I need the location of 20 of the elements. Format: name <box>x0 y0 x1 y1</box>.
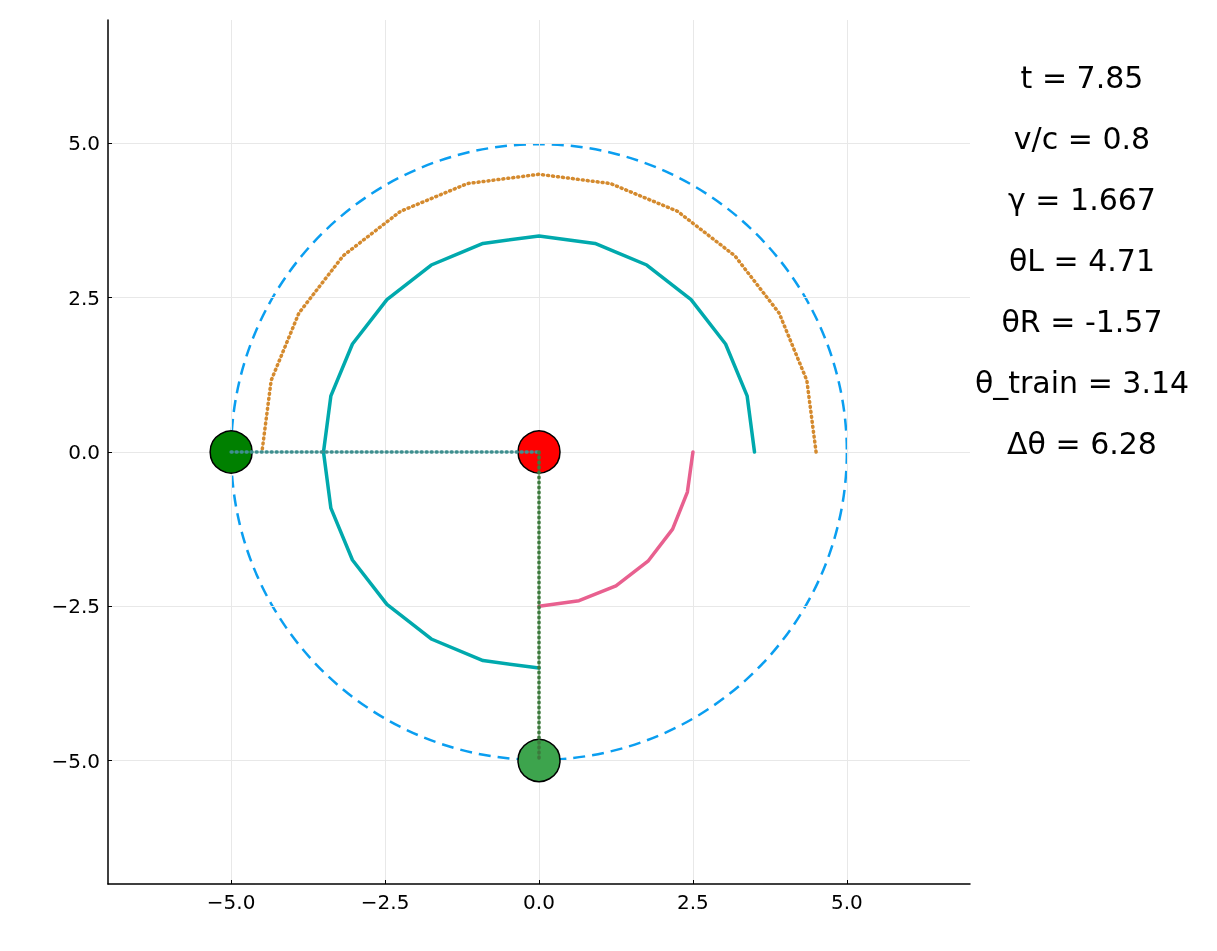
x-tick-label: −2.5 <box>360 890 410 914</box>
y-tick-label: 0.0 <box>68 440 100 464</box>
line-series <box>537 450 695 609</box>
text: θL = 4.71 <box>1008 242 1156 278</box>
y-tick-label: −2.5 <box>51 594 100 619</box>
text: θR = -1.57 <box>1001 303 1163 339</box>
text: Δθ = 6.28 <box>1007 425 1157 461</box>
x-tick-label: −5.0 <box>206 890 256 914</box>
text: t = 7.85 <box>1020 59 1144 95</box>
text: v/c = 0.8 <box>1013 120 1151 156</box>
text: γ = 1.667 <box>1008 181 1156 217</box>
line-series <box>321 234 757 670</box>
y-tick-label: 5.0 <box>68 131 100 156</box>
text: θ_train = 3.14 <box>974 364 1190 400</box>
line-series <box>260 172 818 454</box>
x-tick-label: 5.0 <box>830 890 863 914</box>
y-tick-label: 2.5 <box>68 285 100 310</box>
x-tick-label: 0.0 <box>523 890 555 914</box>
x-tick-label: 2.5 <box>677 890 709 914</box>
y-tick-label: −5.0 <box>51 748 100 773</box>
